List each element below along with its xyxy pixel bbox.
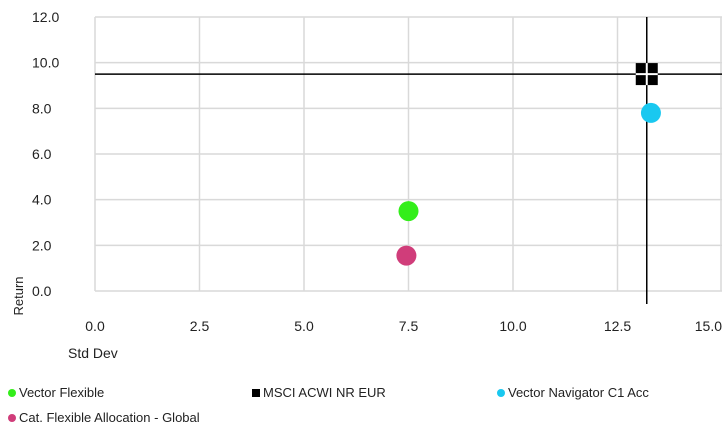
y-axis-label: Return: [11, 276, 26, 315]
x-tick-label: 2.5: [190, 318, 210, 334]
x-tick-label: 5.0: [294, 318, 314, 334]
x-axis-label: Std Dev: [68, 345, 118, 361]
legend-label: Vector Flexible: [19, 385, 105, 400]
y-tick-label: 10.0: [32, 55, 59, 71]
legend-label: MSCI ACWI NR EUR: [263, 385, 386, 400]
y-tick-label: 6.0: [32, 146, 52, 162]
legend-label: Cat. Flexible Allocation - Global: [19, 410, 200, 425]
legend-swatch: [8, 388, 16, 397]
tick-labels: 0.0 2.5 5.0 7.5 10.0 12.5 15.0 0.0 2.0 4.0 6.0 8.0 1…: [32, 9, 722, 334]
legend-item-msci-acwi: MSCI ACWI NR EUR: [252, 385, 386, 400]
data-point-3: [396, 245, 417, 266]
x-tick-label: 10.0: [499, 318, 526, 334]
x-tick-label: 0.0: [85, 318, 105, 334]
y-tick-label: 12.0: [32, 9, 59, 25]
y-tick-label: 8.0: [32, 100, 52, 116]
grid: [94, 16, 722, 292]
data-points: [396, 63, 661, 266]
y-tick-label: 4.0: [32, 192, 52, 208]
legend-swatch: [252, 388, 260, 397]
legend-swatch: [497, 388, 505, 397]
y-tick-label: 0.0: [32, 283, 52, 299]
data-point-0: [398, 201, 419, 222]
y-tick-label: 2.0: [32, 237, 52, 253]
legend-item-category-average: Cat. Flexible Allocation - Global: [8, 410, 200, 425]
legend-item-vector-navigator: Vector Navigator C1 Acc: [497, 385, 649, 400]
legend-swatch: [8, 413, 16, 422]
x-tick-label: 7.5: [399, 318, 419, 334]
legend-label: Vector Navigator C1 Acc: [508, 385, 649, 400]
x-tick-label: 15.0: [695, 318, 722, 334]
legend-item-vector-flexible: Vector Flexible: [8, 385, 104, 400]
x-tick-label: 12.5: [604, 318, 631, 334]
data-point-2: [640, 102, 661, 123]
